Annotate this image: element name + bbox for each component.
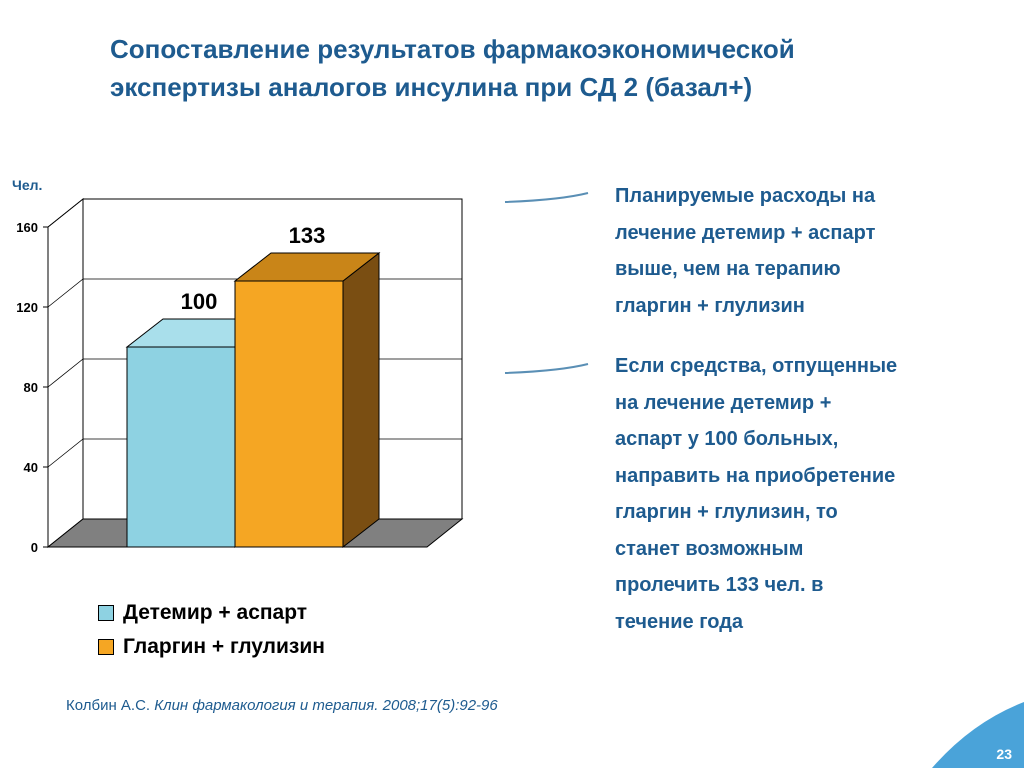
bullet-connector xyxy=(504,192,589,203)
title-line-2: экспертизы аналогов инсулина при СД 2 (б… xyxy=(110,72,753,102)
legend-swatch xyxy=(98,639,114,655)
page-number: 23 xyxy=(996,746,1012,762)
corner-shape xyxy=(932,702,1024,768)
bar-data-label: 100 xyxy=(181,289,218,314)
corner-decoration xyxy=(932,702,1024,768)
bar-2 xyxy=(233,251,381,549)
legend-item-glargine: Гларгин + глулизин xyxy=(98,630,325,664)
legend-label: Гларгин + глулизин xyxy=(123,635,325,658)
citation-source: Клин фармакология и терапия. 2008;17(5):… xyxy=(154,697,498,714)
legend-swatch xyxy=(98,605,114,621)
bar-front xyxy=(234,280,344,548)
y-axis-title: Чел. xyxy=(12,177,42,193)
legend-label: Детемир + аспарт xyxy=(123,601,308,624)
y-tick-label: 80 xyxy=(24,380,38,395)
gridline xyxy=(47,198,462,228)
bar-front xyxy=(126,346,236,548)
citation-author: Колбин А.С. xyxy=(66,697,151,714)
y-tick-label: 0 xyxy=(31,540,38,555)
citation: Колбин А.С. Клин фармакология и терапия.… xyxy=(66,697,498,714)
bullet-connector xyxy=(504,363,589,374)
y-tick-label: 160 xyxy=(16,220,38,235)
title-line-1: Сопоставление результатов фармакоэкономи… xyxy=(110,34,795,64)
y-tick-label: 120 xyxy=(16,300,38,315)
chart-legend: Детемир + аспарт Гларгин + глулизин xyxy=(98,596,325,664)
bar-data-label: 133 xyxy=(289,223,326,248)
bar-side xyxy=(342,251,380,549)
y-tick-label: 40 xyxy=(24,460,38,475)
legend-item-detemir: Детемир + аспарт xyxy=(98,596,325,630)
slide-title: Сопоставление результатов фармакоэкономи… xyxy=(110,30,990,106)
